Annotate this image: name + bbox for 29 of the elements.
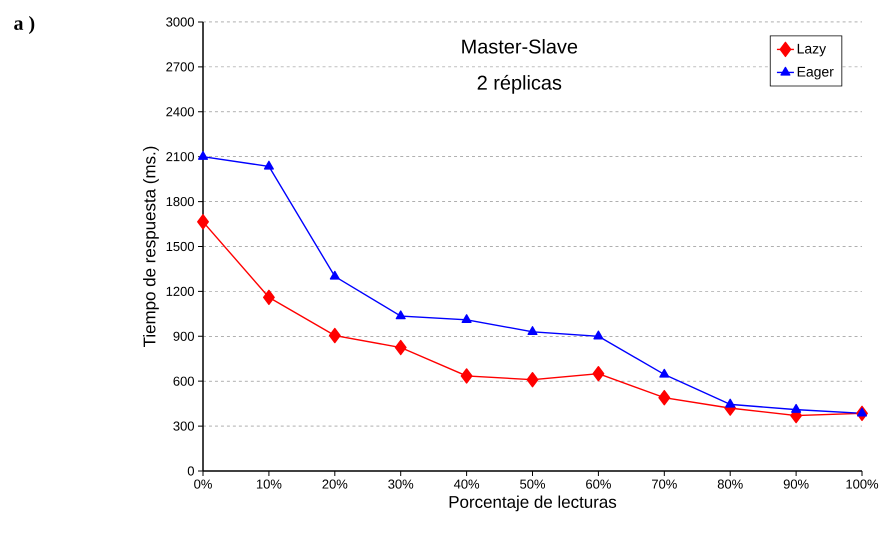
y-tick-label: 900 [173,332,194,341]
x-tick-label: 90% [784,480,809,489]
y-tick-label: 1200 [166,286,194,296]
x-tick-label: 30% [388,480,414,489]
y-tick-label: 1800 [166,196,194,206]
x-tick-label: 60% [586,480,611,489]
y-tick-label: 300 [173,421,194,431]
y-tick-label: 0 [188,466,194,476]
x-tick-label: 10% [256,480,282,489]
y-tick-label: 2400 [166,107,194,116]
text: a ) [14,16,34,34]
y-tick-label: 2100 [166,152,194,162]
x-tick-label: 50% [520,480,546,489]
y-tick-label: 600 [174,376,194,386]
x-tick-label: 40% [454,480,480,489]
text: 2 réplicas [478,74,562,94]
x-tick-label: 20% [322,480,348,489]
legend-label: Eager [798,66,834,80]
legend-label: Lazy [798,44,826,56]
x-tick-label: 100% [846,480,878,489]
y-tick-label: 1500 [166,242,194,252]
x-tick-label: 70% [652,480,677,489]
x-tick-label: 80% [718,480,743,489]
y-tick-label: 2700 [166,62,194,72]
text: Master-Slave [462,38,578,54]
x-axis-title: Porcentaje de lecturas [450,496,616,512]
y-tick-label: 3000 [166,17,194,27]
y-axis-title: Tiempo de respuesta (ms.) [143,146,159,347]
x-tick-label: 0% [194,480,212,489]
